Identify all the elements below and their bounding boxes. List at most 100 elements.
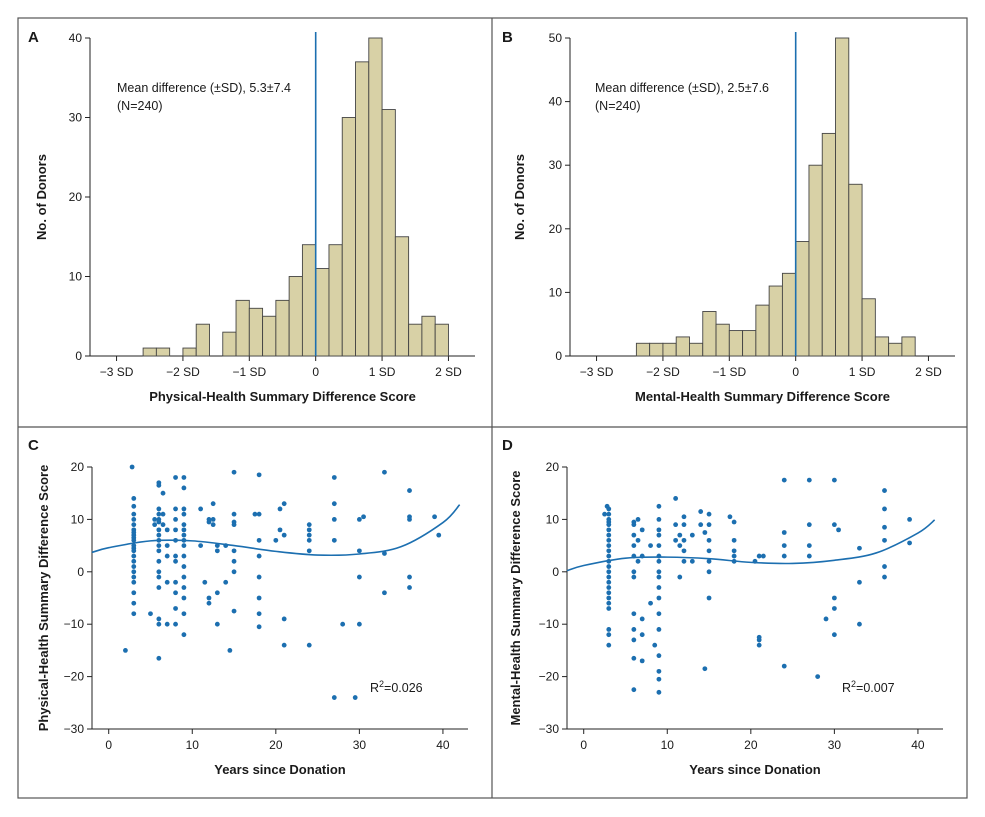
scatter-point bbox=[606, 564, 612, 569]
panel-d-scatter: D −30 −20 −10 0 10 20 0 10 20 30 40 Years since Dona… bbox=[502, 437, 943, 777]
scatter-point bbox=[214, 548, 220, 554]
y-tick-label: 50 bbox=[549, 31, 563, 45]
mean-difference-annotation: Mean difference (±SD), 2.5±7.6 bbox=[595, 81, 769, 95]
y-tick-label: −20 bbox=[539, 670, 560, 684]
scatter-point bbox=[606, 574, 612, 580]
panel-label: D bbox=[502, 437, 513, 454]
histogram-bar bbox=[795, 241, 810, 357]
scatter-point bbox=[131, 564, 137, 569]
scatter-point bbox=[256, 574, 262, 580]
scatter-point bbox=[131, 496, 137, 501]
scatter-point bbox=[831, 522, 837, 528]
scatter-point bbox=[639, 658, 645, 664]
histogram-bar bbox=[262, 315, 277, 357]
scatter-point bbox=[781, 543, 787, 548]
scatter-point bbox=[806, 522, 812, 528]
histogram-bar bbox=[235, 299, 250, 357]
scatter-point bbox=[606, 553, 612, 559]
scatter-point bbox=[731, 553, 737, 559]
scatter-point bbox=[631, 532, 637, 538]
scatter-point bbox=[652, 642, 658, 648]
scatter-point bbox=[606, 532, 612, 538]
scatter-point bbox=[352, 695, 358, 700]
scatter-point bbox=[606, 627, 612, 632]
scatter-point bbox=[631, 611, 637, 617]
scatter-point bbox=[273, 537, 279, 543]
scatter-point bbox=[635, 558, 641, 564]
x-tick-label: 10 bbox=[186, 738, 200, 752]
histogram-bar bbox=[222, 331, 237, 357]
scatter-point bbox=[173, 475, 178, 480]
x-tick-label: 2 SD bbox=[435, 365, 462, 379]
scatter-point bbox=[781, 530, 787, 535]
scatter-point bbox=[907, 517, 912, 522]
histogram-bar bbox=[635, 342, 651, 357]
scatter-point bbox=[656, 611, 662, 617]
histogram-bar bbox=[808, 164, 823, 357]
scatter-point bbox=[656, 689, 662, 695]
scatter-point bbox=[129, 464, 135, 470]
x-tick-label: 2 SD bbox=[915, 365, 942, 379]
scatter-point bbox=[214, 590, 220, 596]
scatter-point bbox=[131, 503, 137, 509]
scatter-point bbox=[656, 627, 662, 632]
scatter-point bbox=[706, 569, 712, 575]
scatter-point bbox=[606, 606, 612, 611]
scatter-point bbox=[331, 537, 337, 543]
scatter-point bbox=[131, 574, 137, 580]
scatter-point bbox=[698, 509, 704, 514]
scatter-point bbox=[156, 585, 162, 590]
scatter-point bbox=[156, 558, 162, 564]
scatter-point bbox=[173, 506, 178, 512]
scatter-point bbox=[156, 655, 162, 661]
scatter-point bbox=[407, 488, 412, 493]
scatter-point bbox=[164, 621, 170, 627]
scatter-point bbox=[331, 517, 337, 522]
scatter-point bbox=[781, 663, 787, 669]
panel-c-scatter: C −30 −20 −10 0 10 20 0 10 20 30 40 Years since Dona… bbox=[28, 437, 468, 777]
x-tick-label: −1 SD bbox=[712, 365, 746, 379]
scatter-point bbox=[635, 517, 641, 522]
mean-difference-annotation: Mean difference (±SD), 5.3±7.4 bbox=[117, 81, 291, 95]
scatter-point bbox=[673, 537, 679, 543]
histogram-bar bbox=[355, 61, 370, 357]
y-axis-title: Mental-Health Summary Difference Score bbox=[508, 470, 523, 725]
histogram-bar bbox=[781, 272, 797, 357]
x-tick-label: 0 bbox=[580, 738, 587, 752]
scatter-point bbox=[698, 522, 704, 528]
scatter-point bbox=[123, 648, 128, 653]
scatter-point bbox=[152, 517, 158, 522]
scatter-point bbox=[656, 676, 662, 682]
histogram-bar bbox=[742, 330, 757, 357]
scatter-point bbox=[831, 632, 837, 638]
scatter-point bbox=[306, 527, 312, 533]
scatter-point bbox=[306, 537, 312, 543]
scatter-point bbox=[164, 543, 170, 548]
scatter-point bbox=[231, 558, 237, 564]
scatter-point bbox=[681, 522, 687, 528]
scatter-point bbox=[606, 595, 612, 601]
scatter-point bbox=[831, 595, 837, 601]
scatter-point bbox=[281, 616, 287, 622]
histogram-bar bbox=[434, 323, 449, 357]
scatter-point bbox=[907, 540, 912, 546]
scatter-point bbox=[656, 585, 662, 590]
scatter-point bbox=[706, 511, 712, 517]
scatter-point bbox=[702, 530, 708, 535]
scatter-point bbox=[331, 501, 337, 507]
scatter-point bbox=[639, 527, 645, 533]
y-tick-label: −30 bbox=[64, 722, 85, 736]
y-tick-label: −20 bbox=[64, 670, 85, 684]
x-tick-label: 10 bbox=[661, 738, 675, 752]
scatter-point bbox=[173, 553, 178, 559]
scatter-point bbox=[331, 695, 337, 700]
scatter-point bbox=[606, 527, 612, 533]
scatter-point bbox=[156, 543, 162, 548]
scatter-point bbox=[223, 579, 229, 585]
histogram-bar bbox=[394, 236, 410, 357]
scatter-point bbox=[231, 522, 237, 528]
scatter-point bbox=[857, 621, 862, 627]
scatter-point bbox=[606, 590, 612, 596]
scatter-point bbox=[181, 532, 187, 538]
scatter-point bbox=[306, 522, 312, 528]
